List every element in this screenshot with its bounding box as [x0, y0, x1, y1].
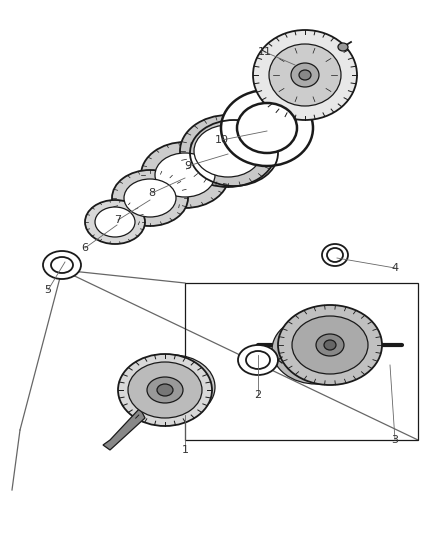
Ellipse shape	[124, 179, 176, 217]
Ellipse shape	[324, 340, 336, 350]
Text: 8: 8	[148, 188, 155, 198]
Bar	[185, 283, 418, 440]
Text: 5: 5	[45, 285, 52, 295]
Text: 9: 9	[184, 161, 191, 171]
Ellipse shape	[272, 316, 360, 384]
Ellipse shape	[128, 362, 202, 418]
Text: 1: 1	[181, 445, 188, 455]
Ellipse shape	[237, 103, 297, 153]
Ellipse shape	[269, 44, 341, 106]
Ellipse shape	[327, 248, 343, 262]
Ellipse shape	[85, 200, 145, 244]
Ellipse shape	[194, 125, 262, 177]
Ellipse shape	[299, 70, 311, 80]
Ellipse shape	[180, 115, 276, 187]
Ellipse shape	[51, 257, 73, 273]
Text: 3: 3	[392, 435, 399, 445]
Ellipse shape	[316, 334, 344, 356]
Polygon shape	[103, 408, 145, 450]
Ellipse shape	[291, 63, 319, 87]
Ellipse shape	[112, 170, 188, 226]
Text: 11: 11	[258, 47, 272, 57]
Text: 7: 7	[114, 215, 122, 225]
Ellipse shape	[322, 244, 348, 266]
Ellipse shape	[155, 153, 215, 197]
Ellipse shape	[338, 43, 348, 51]
Ellipse shape	[141, 142, 229, 208]
Ellipse shape	[95, 207, 135, 237]
Ellipse shape	[238, 345, 278, 375]
Ellipse shape	[147, 377, 183, 403]
Text: 6: 6	[81, 243, 88, 253]
Ellipse shape	[278, 305, 382, 385]
Ellipse shape	[292, 316, 368, 374]
Text: 4: 4	[392, 263, 399, 273]
Text: 10: 10	[215, 135, 229, 145]
Ellipse shape	[131, 355, 215, 419]
Ellipse shape	[43, 251, 81, 279]
Ellipse shape	[118, 354, 212, 426]
Text: 2: 2	[254, 390, 261, 400]
Ellipse shape	[246, 351, 270, 369]
Ellipse shape	[157, 384, 173, 396]
Ellipse shape	[253, 30, 357, 120]
Ellipse shape	[221, 90, 313, 166]
